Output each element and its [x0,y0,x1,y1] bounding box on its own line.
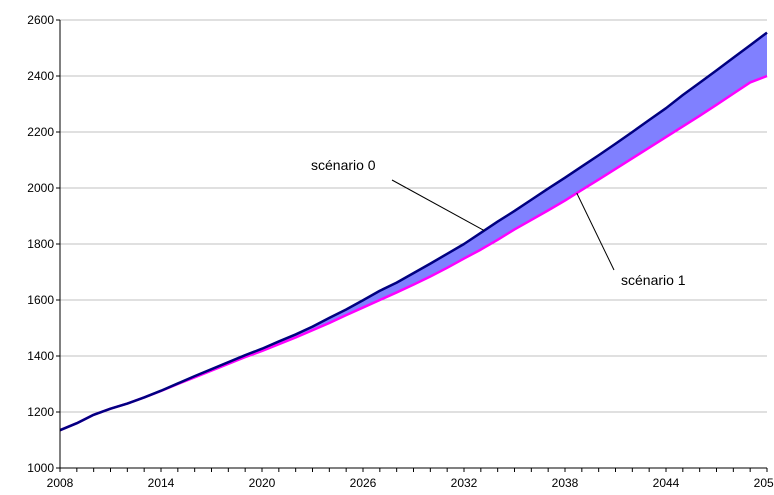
x-tick-label: 2038 [552,476,579,490]
x-tick-label: 2008 [47,476,74,490]
y-tick-label: 2600 [27,13,54,27]
y-tick-label: 2200 [27,125,54,139]
y-tick-label: 2000 [27,181,54,195]
annotation-label-scenario-1: scénario 1 [621,272,686,288]
x-tick-label: 2014 [148,476,175,490]
gridlines [60,19,767,413]
y-tick-label: 1600 [27,293,54,307]
x-tick-label: 2050 [754,476,774,490]
annotations: scénario 0 scénario 1 [311,157,686,288]
y-tick-label: 1000 [27,461,54,475]
annotation-leader-scenario-1 [576,192,615,271]
x-tick-label: 2026 [350,476,377,490]
y-tick-label: 1800 [27,237,54,251]
x-tick-label: 2032 [451,476,478,490]
y-tick-label: 1200 [27,405,54,419]
x-axis-ticks: 2008 2014 2020 2026 2032 2038 2044 2050 [47,468,774,490]
annotation-label-scenario-0: scénario 0 [311,157,376,173]
series-lines [59,31,768,432]
y-tick-label: 1400 [27,349,54,363]
x-tick-label: 2044 [653,476,680,490]
annotation-leader-scenario-0 [391,179,485,231]
y-tick-label: 2400 [27,69,54,83]
x-tick-label: 2020 [249,476,276,490]
series-line [59,31,768,432]
y-axis-ticks: 1000 1200 1400 1600 1800 2000 2200 2400 2600 [27,13,60,475]
